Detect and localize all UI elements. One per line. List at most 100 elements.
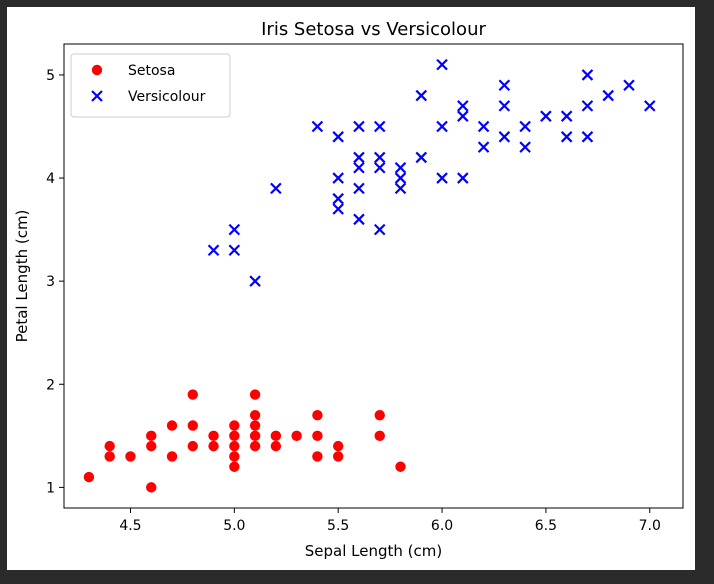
setosa-point [83, 471, 95, 483]
setosa-point [312, 451, 323, 462]
versicolour-point [560, 131, 573, 143]
versicolour-point [457, 110, 469, 122]
versicolour-point [373, 223, 386, 236]
setosa-point [187, 440, 198, 452]
versicolour-point [519, 141, 531, 153]
setosa-point [374, 430, 385, 442]
y-axis: 1 2 3 4 5 [46, 68, 64, 496]
setosa-point [249, 389, 261, 400]
setosa-point [332, 451, 344, 462]
x-tick-label: 5.0 [223, 518, 245, 534]
versicolour-point [643, 100, 656, 112]
versicolour-point [477, 141, 490, 153]
versicolour-point [394, 161, 407, 174]
versicolour-point [228, 223, 241, 236]
versicolour-point [249, 275, 261, 287]
legend-marker-setosa [91, 64, 103, 76]
versicolour-point [436, 120, 448, 133]
versicolour-point [228, 244, 241, 257]
versicolour-point [540, 110, 552, 122]
versicolour-point [270, 182, 282, 195]
setosa-point [208, 430, 219, 442]
versicolour-point [332, 131, 344, 143]
y-tick-label: 4 [46, 171, 55, 187]
setosa-point [229, 461, 240, 472]
versicolour-point [498, 131, 511, 143]
versicolour-point [373, 151, 386, 164]
versicolour-point [457, 100, 469, 112]
setosa-point [229, 451, 240, 462]
setosa-point [229, 420, 240, 431]
versicolour-point [581, 131, 594, 143]
versicolour-point [415, 89, 428, 102]
setosa-point [270, 440, 282, 452]
setosa-point [187, 420, 198, 431]
versicolour-point [207, 244, 220, 257]
setosa-point [312, 410, 323, 421]
versicolour-point [498, 100, 511, 112]
versicolour-point [332, 172, 344, 184]
versicolour-point [498, 79, 511, 92]
setosa-point [332, 440, 344, 452]
setosa-point [312, 430, 323, 442]
versicolour-point [457, 172, 469, 184]
versicolour-point [332, 203, 344, 215]
versicolour-point [353, 182, 365, 195]
versicolour-point [373, 120, 386, 133]
versicolour-point [560, 110, 573, 122]
x-axis: 4.5 5.0 5.5 6.0 6.5 7.0 [119, 508, 661, 534]
axes-frame [63, 43, 684, 509]
setosa-point [395, 461, 406, 472]
y-axis-label: Petal Length (cm) [13, 210, 31, 343]
legend-box [70, 53, 231, 118]
setosa-point [187, 389, 198, 400]
versicolour-point [436, 172, 448, 184]
setosa-point [270, 430, 282, 442]
versicolour-point [353, 151, 365, 164]
x-axis-label: Sepal Length (cm) [305, 542, 442, 560]
setosa-point [208, 440, 219, 452]
y-tick-label: 5 [46, 68, 55, 84]
setosa-point [374, 410, 385, 421]
x-tick-label: 6.5 [535, 518, 557, 534]
versicolour-point [353, 213, 365, 226]
plot-area [83, 58, 656, 493]
versicolour-point [394, 172, 407, 184]
versicolour-point [519, 120, 531, 133]
figure: Iris Setosa vs Versicolour 4.5 5.0 5.5 6.0 6… [7, 7, 695, 570]
x-tick-label: 7.0 [639, 518, 661, 534]
setosa-point [146, 430, 157, 442]
versicolour-point [477, 120, 490, 133]
versicolour-point [353, 161, 365, 174]
versicolour-point [415, 151, 428, 164]
setosa-point [125, 451, 136, 462]
setosa-point [229, 440, 240, 452]
setosa-point [249, 440, 261, 452]
setosa-point [166, 451, 178, 462]
versicolour-point [373, 161, 386, 174]
setosa-point [291, 430, 302, 442]
legend-label: Setosa [128, 63, 175, 79]
setosa-point [146, 482, 157, 493]
setosa-point [146, 440, 157, 452]
setosa-point [249, 430, 261, 442]
y-tick-label: 3 [46, 274, 55, 290]
versicolour-point [332, 192, 344, 205]
versicolour-point [353, 120, 365, 133]
setosa-point [249, 420, 261, 431]
versicolour-point [602, 89, 614, 102]
versicolour-point [623, 79, 635, 92]
y-tick-label: 1 [46, 480, 55, 496]
legend-marker-versicolour [91, 90, 103, 102]
setosa-point [249, 410, 261, 421]
x-tick-label: 6.0 [431, 518, 453, 534]
x-tick-label: 4.5 [119, 518, 141, 534]
setosa-point [104, 440, 115, 452]
legend: Setosa Versicolour [70, 53, 231, 118]
chart-title: Iris Setosa vs Versicolour [261, 19, 486, 40]
versicolour-point [581, 100, 594, 112]
legend-label: Versicolour [128, 89, 206, 105]
versicolour-point [394, 182, 407, 195]
setosa-point [166, 420, 178, 431]
setosa-point [104, 451, 115, 462]
